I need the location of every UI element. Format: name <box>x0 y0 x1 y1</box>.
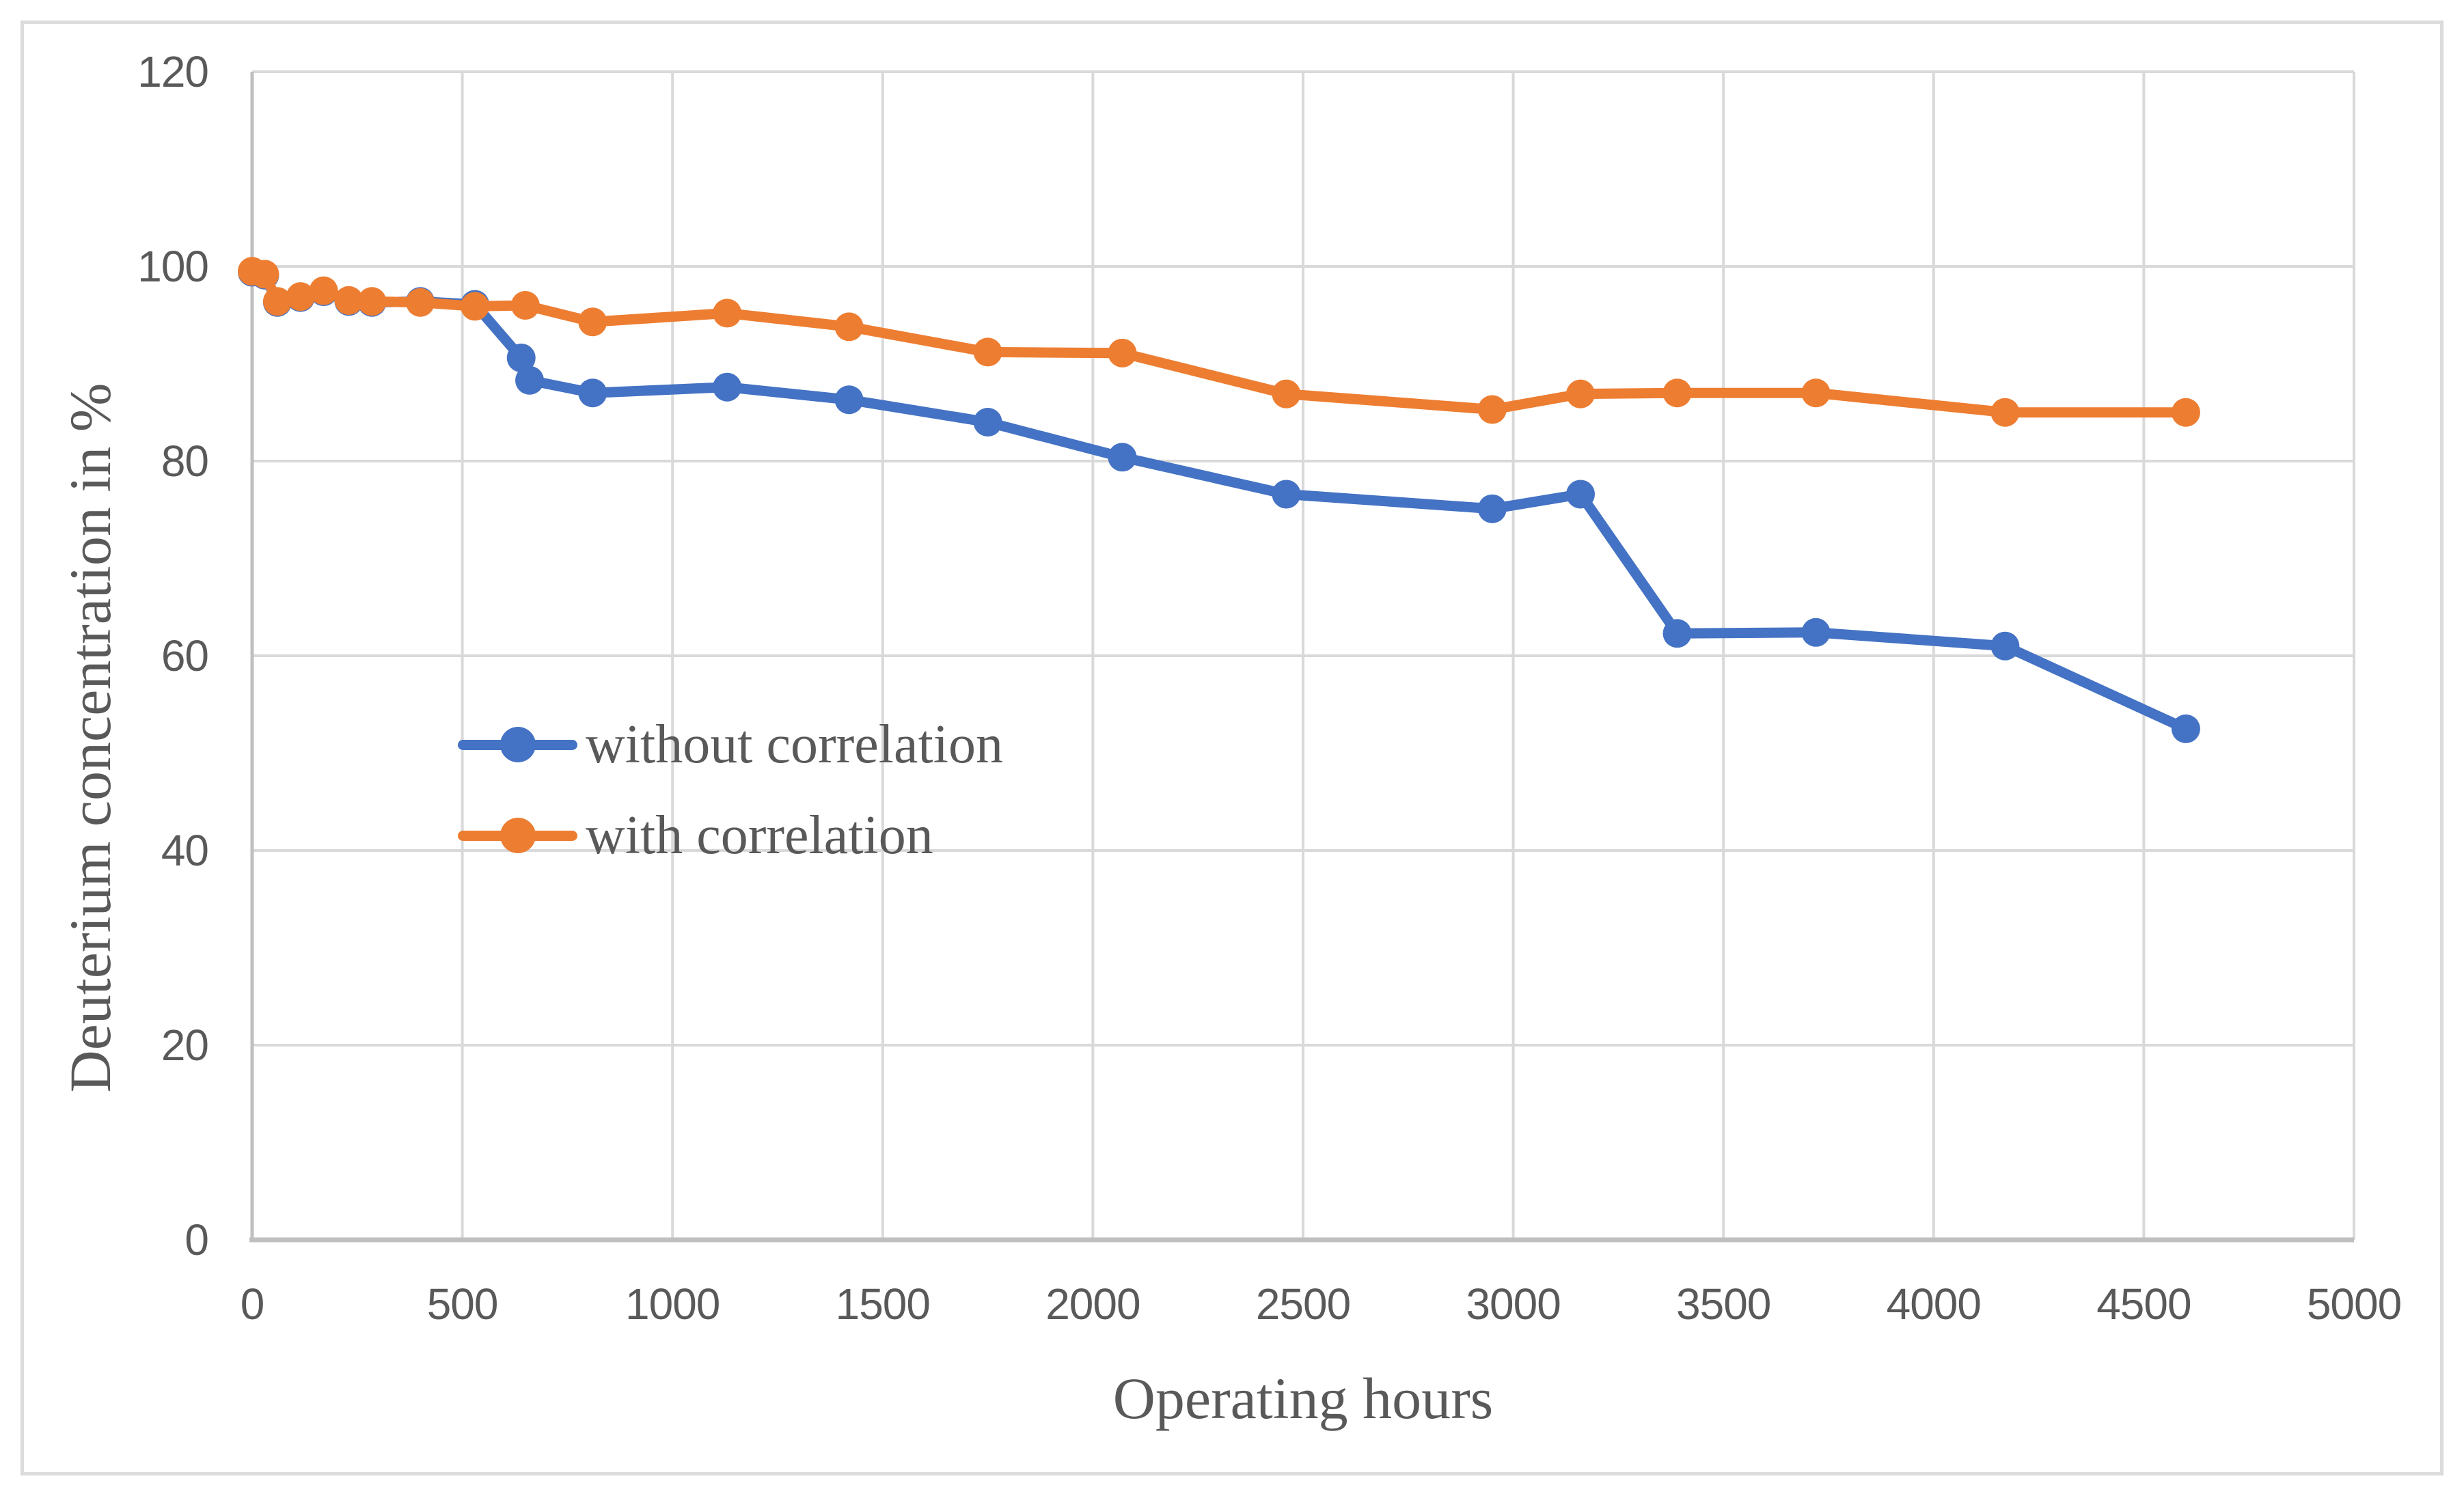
data-point-with-correlation <box>1990 398 2020 427</box>
data-point-with-correlation <box>262 287 292 316</box>
data-point-with-correlation <box>1272 379 1301 408</box>
data-point-with-correlation <box>973 337 1002 367</box>
y-tick-label: 0 <box>184 1215 209 1264</box>
x-tick-label: 500 <box>426 1279 499 1329</box>
data-point-with-correlation <box>578 307 607 337</box>
data-point-with-correlation <box>1566 379 1596 408</box>
data-point-with-correlation <box>406 288 435 317</box>
data-point-with-correlation <box>334 286 364 315</box>
data-point-without-correlation <box>1662 619 1692 648</box>
data-point-with-correlation <box>250 260 279 289</box>
y-tick-label: 80 <box>161 437 209 486</box>
data-point-with-correlation <box>461 292 490 321</box>
data-point-without-correlation <box>834 385 864 415</box>
x-tick-label: 5000 <box>2306 1279 2402 1329</box>
data-point-without-correlation <box>973 408 1002 437</box>
data-point-with-correlation <box>1477 395 1507 424</box>
y-tick-label: 40 <box>161 826 209 875</box>
data-point-without-correlation <box>713 372 742 402</box>
series-line-with-correlation <box>247 266 2191 418</box>
data-point-with-correlation <box>834 312 864 342</box>
data-point-without-correlation <box>1990 631 2020 661</box>
data-point-with-correlation <box>1801 378 1831 408</box>
data-point-without-correlation <box>2171 714 2200 743</box>
chart-frame <box>20 20 2444 1476</box>
data-point-without-correlation <box>506 343 536 372</box>
y-axis-title: Deuterium concentration in % <box>57 383 123 1093</box>
data-point-with-correlation <box>357 287 387 316</box>
legend: without correlation with correlation <box>458 710 1003 892</box>
y-tick-label: 120 <box>137 47 209 96</box>
x-tick-label: 1000 <box>625 1279 720 1329</box>
data-point-without-correlation <box>1801 618 1831 647</box>
data-point-without-correlation <box>515 365 545 395</box>
legend-item-without-correlation: without correlation <box>458 710 1003 779</box>
data-point-without-correlation <box>1477 494 1507 523</box>
data-point-with-correlation <box>286 282 315 311</box>
series-line-without-correlation <box>247 267 2191 734</box>
data-point-with-correlation <box>510 291 540 320</box>
x-tick-label: 4000 <box>1886 1279 1982 1329</box>
legend-line-marker-icon <box>458 727 577 762</box>
x-axis-title: Operating hours <box>1112 1366 1494 1431</box>
x-tick-label: 3500 <box>1676 1279 1771 1329</box>
x-tick-label: 4500 <box>2096 1279 2191 1329</box>
legend-line-marker-icon <box>458 818 577 853</box>
x-tick-label: 2500 <box>1255 1279 1351 1329</box>
data-point-with-correlation <box>309 276 338 305</box>
legend-item-with-correlation: with correlation <box>458 801 1003 870</box>
data-point-without-correlation <box>1566 480 1596 509</box>
x-tick-label: 2000 <box>1045 1279 1140 1329</box>
y-tick-label: 60 <box>161 631 209 680</box>
data-point-with-correlation <box>1662 378 1692 408</box>
data-point-with-correlation <box>713 299 742 328</box>
legend-label: without correlation <box>586 714 1003 775</box>
x-tick-label: 1500 <box>835 1279 931 1329</box>
y-tick-label: 20 <box>161 1021 209 1070</box>
data-point-with-correlation <box>1108 338 1137 368</box>
legend-label: with correlation <box>586 805 933 865</box>
y-tick-label: 100 <box>137 242 209 291</box>
data-point-without-correlation <box>1272 480 1301 509</box>
x-tick-label: 3000 <box>1466 1279 1561 1329</box>
data-point-without-correlation <box>578 378 607 408</box>
data-point-without-correlation <box>1108 443 1137 472</box>
data-point-with-correlation <box>2171 398 2200 427</box>
x-tick-label: 0 <box>240 1279 265 1329</box>
